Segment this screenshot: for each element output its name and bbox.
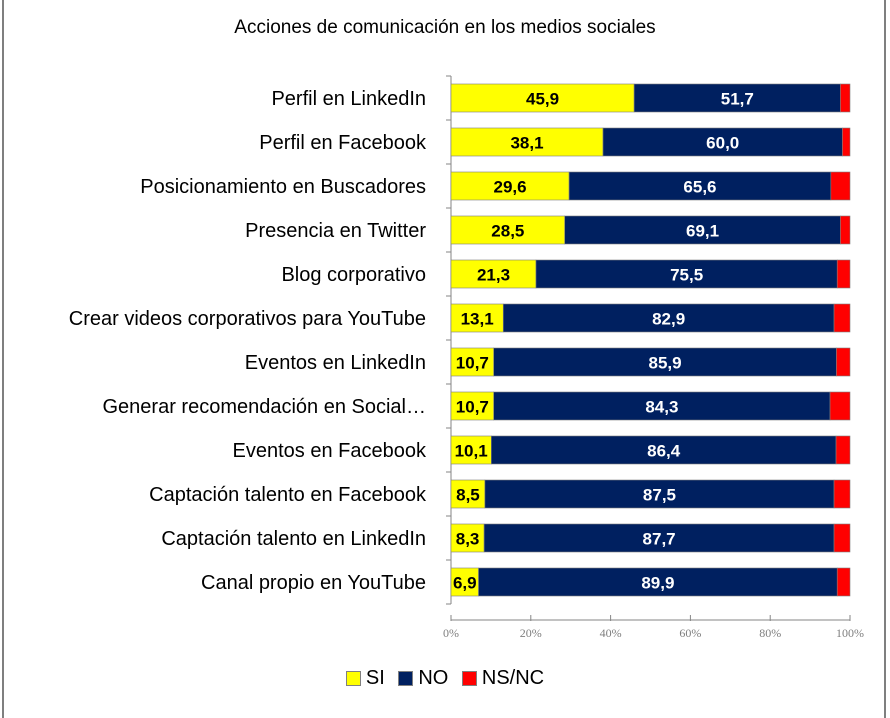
- bar-segment-no: [493, 391, 831, 421]
- bar-segment-no: [484, 479, 835, 509]
- data-label: 21,3: [477, 266, 510, 285]
- data-label: 82,9: [652, 310, 685, 329]
- category-label: Generar recomendación en Social…: [102, 396, 426, 418]
- legend-item-si: SI: [345, 667, 385, 690]
- data-label: 85,9: [649, 354, 682, 373]
- category-label: Eventos en LinkedIn: [245, 352, 426, 374]
- data-label: 86,4: [647, 442, 681, 461]
- x-tick-label: 20%: [520, 626, 542, 640]
- bar-segment-si: [450, 259, 537, 289]
- bar-segment-no: [568, 171, 832, 201]
- legend: SI NO NS/NC: [0, 667, 890, 692]
- bar-segment-nsnc: [833, 479, 851, 509]
- data-label: 69,1: [686, 222, 719, 241]
- data-label: 84,3: [645, 398, 678, 417]
- bar-segment-no: [564, 215, 841, 245]
- bar-segment-si: [450, 435, 492, 465]
- data-label: 13,1: [461, 310, 494, 329]
- category-label: Canal propio en YouTube: [201, 572, 426, 594]
- bar-segment-si: [450, 303, 504, 333]
- category-label: Presencia en Twitter: [245, 220, 426, 242]
- legend-item-nsnc: NS/NC: [461, 667, 545, 690]
- bar-segment-si: [450, 171, 570, 201]
- bar-segment-si: [450, 567, 479, 597]
- bar-segment-no: [633, 83, 841, 113]
- bar-segment-nsnc: [835, 435, 851, 465]
- x-tick-label: 100%: [836, 626, 864, 640]
- bar-segment-nsnc: [830, 171, 851, 201]
- data-label: 29,6: [494, 178, 527, 197]
- data-label: 87,5: [643, 486, 676, 505]
- category-label: Blog corporativo: [281, 264, 426, 286]
- data-label: 8,3: [456, 530, 480, 549]
- bar-segment-no: [602, 127, 843, 157]
- x-tick-label: 40%: [600, 626, 622, 640]
- bar-segment-si: [450, 83, 635, 113]
- bar-segment-nsnc: [833, 523, 851, 553]
- bar-segment-nsnc: [836, 567, 851, 597]
- data-label: 8,5: [456, 486, 480, 505]
- x-tick-label: 60%: [679, 626, 701, 640]
- bar-segment-no: [493, 347, 837, 377]
- bar-segment-nsnc: [829, 391, 851, 421]
- bar-segment-no: [502, 303, 835, 333]
- bar-segment-si: [450, 347, 494, 377]
- bar-segment-nsnc: [836, 347, 851, 377]
- legend-swatch-nsnc: [461, 671, 477, 686]
- chart-title: Acciones de comunicación en los medios s…: [234, 17, 656, 38]
- data-label: 75,5: [670, 266, 703, 285]
- bar-segment-nsnc: [833, 303, 851, 333]
- bar-segment-no: [483, 523, 835, 553]
- legend-swatch-no: [398, 671, 414, 686]
- bar-segment-si: [450, 523, 485, 553]
- data-label: 89,9: [641, 574, 674, 593]
- legend-label-si: SI: [365, 667, 385, 689]
- data-label: 38,1: [510, 134, 543, 153]
- bar-segment-si: [450, 479, 486, 509]
- category-label: Perfil en LinkedIn: [271, 88, 426, 110]
- data-label: 10,7: [456, 398, 489, 417]
- bar-segment-nsnc: [842, 127, 851, 157]
- category-label: Posicionamiento en Buscadores: [140, 176, 426, 198]
- bar-segment-nsnc: [840, 215, 851, 245]
- category-label: Eventos en Facebook: [233, 440, 427, 462]
- data-label: 51,7: [721, 90, 754, 109]
- bar-segment-nsnc: [840, 83, 851, 113]
- bar-segment-si: [450, 391, 494, 421]
- x-tick-label: 0%: [443, 626, 459, 640]
- category-label: Captación talento en LinkedIn: [161, 528, 426, 550]
- category-label: Perfil en Facebook: [259, 132, 427, 154]
- bar-segment-si: [450, 127, 604, 157]
- data-label: 87,7: [643, 530, 676, 549]
- data-label: 60,0: [706, 134, 739, 153]
- bar-segment-no: [535, 259, 838, 289]
- category-label: Captación talento en Facebook: [149, 484, 427, 506]
- data-label: 65,6: [683, 178, 716, 197]
- data-label: 10,7: [456, 354, 489, 373]
- data-label: 28,5: [491, 222, 524, 241]
- data-label: 10,1: [455, 442, 488, 461]
- data-label: 6,9: [453, 574, 477, 593]
- data-label: 45,9: [526, 90, 559, 109]
- legend-swatch-si: [345, 671, 361, 686]
- legend-item-no: NO: [398, 667, 448, 690]
- category-label: Crear videos corporativos para YouTube: [69, 308, 426, 330]
- bar-segment-nsnc: [836, 259, 851, 289]
- legend-label-nsnc: NS/NC: [481, 667, 545, 689]
- legend-label-no: NO: [418, 667, 449, 689]
- x-tick-label: 80%: [759, 626, 781, 640]
